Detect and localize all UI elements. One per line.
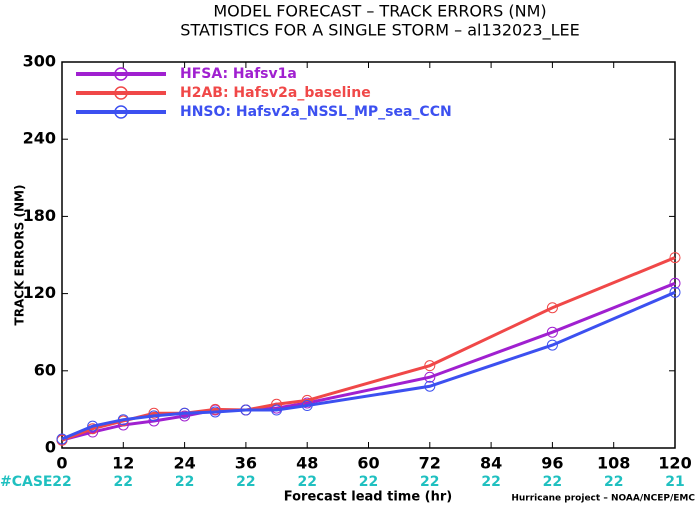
data-point bbox=[209, 406, 221, 418]
data-point bbox=[148, 407, 160, 419]
case-count: 22 bbox=[52, 474, 71, 490]
data-point bbox=[424, 380, 436, 392]
x-tick-label: 108 bbox=[597, 454, 630, 473]
data-point bbox=[424, 371, 436, 383]
y-axis-label: TRACK ERRORS (NM) bbox=[13, 185, 27, 326]
x-tick-label: 60 bbox=[357, 454, 379, 473]
chart-subtitle: STATISTICS FOR A SINGLE STORM – al132023… bbox=[180, 21, 579, 41]
x-tick-label: 72 bbox=[419, 454, 441, 473]
chart-title: MODEL FORECAST – TRACK ERRORS (NM) bbox=[213, 2, 546, 21]
data-point bbox=[546, 302, 558, 314]
x-tick-label: 84 bbox=[480, 454, 502, 473]
y-tick-label: 180 bbox=[23, 206, 56, 225]
case-count: 22 bbox=[175, 474, 194, 490]
data-point bbox=[240, 404, 252, 416]
legend-marker bbox=[114, 105, 128, 119]
x-tick-label: 0 bbox=[56, 454, 67, 473]
data-point bbox=[301, 400, 313, 412]
legend-label: HNSO: Hafsv2a_NSSL_MP_sea_CCN bbox=[180, 104, 452, 120]
case-count: 22 bbox=[420, 474, 439, 490]
y-tick-label: 120 bbox=[23, 283, 56, 302]
legend-marker bbox=[114, 86, 128, 100]
footer: Hurricane project – NOAA/NCEP/EMC bbox=[511, 494, 695, 504]
data-point bbox=[179, 407, 191, 419]
x-tick-label: 12 bbox=[112, 454, 134, 473]
y-tick-label: 0 bbox=[45, 438, 56, 457]
data-point bbox=[546, 326, 558, 338]
x-tick-label: 24 bbox=[173, 454, 195, 473]
case-label: #CASE bbox=[0, 474, 53, 490]
data-point bbox=[148, 410, 160, 422]
case-count: 22 bbox=[604, 474, 623, 490]
data-point bbox=[87, 420, 99, 432]
case-count: 22 bbox=[481, 474, 500, 490]
data-point bbox=[669, 286, 681, 298]
series-line bbox=[61, 256, 676, 442]
data-point bbox=[669, 277, 681, 289]
case-count: 22 bbox=[359, 474, 378, 490]
x-tick-label: 36 bbox=[235, 454, 257, 473]
data-point bbox=[117, 414, 129, 426]
x-tick-label: 120 bbox=[658, 454, 691, 473]
legend-label: H2AB: Hafsv2a_baseline bbox=[180, 85, 371, 101]
x-tick-label: 48 bbox=[296, 454, 318, 473]
y-tick-label: 60 bbox=[34, 360, 56, 379]
data-point bbox=[56, 433, 68, 445]
y-tick-label: 300 bbox=[23, 52, 56, 71]
legend-marker bbox=[114, 67, 128, 81]
x-tick-label: 96 bbox=[541, 454, 563, 473]
case-count: 22 bbox=[114, 474, 133, 490]
data-point bbox=[271, 404, 283, 416]
case-count: 22 bbox=[236, 474, 255, 490]
case-count: 22 bbox=[297, 474, 316, 490]
data-point bbox=[301, 397, 313, 409]
legend-label: HFSA: Hafsv1a bbox=[180, 66, 297, 82]
y-tick-label: 240 bbox=[23, 129, 56, 148]
case-count: 22 bbox=[543, 474, 562, 490]
data-point bbox=[669, 252, 681, 264]
case-count: 21 bbox=[665, 474, 684, 490]
x-axis-label: Forecast lead time (hr) bbox=[284, 490, 452, 505]
series-line bbox=[61, 290, 676, 441]
data-point bbox=[546, 339, 558, 351]
data-point bbox=[179, 410, 191, 422]
data-point bbox=[209, 403, 221, 415]
data-point bbox=[424, 360, 436, 372]
